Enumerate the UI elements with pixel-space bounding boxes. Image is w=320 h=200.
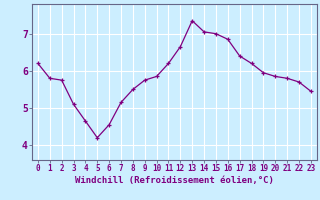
X-axis label: Windchill (Refroidissement éolien,°C): Windchill (Refroidissement éolien,°C) <box>75 176 274 185</box>
